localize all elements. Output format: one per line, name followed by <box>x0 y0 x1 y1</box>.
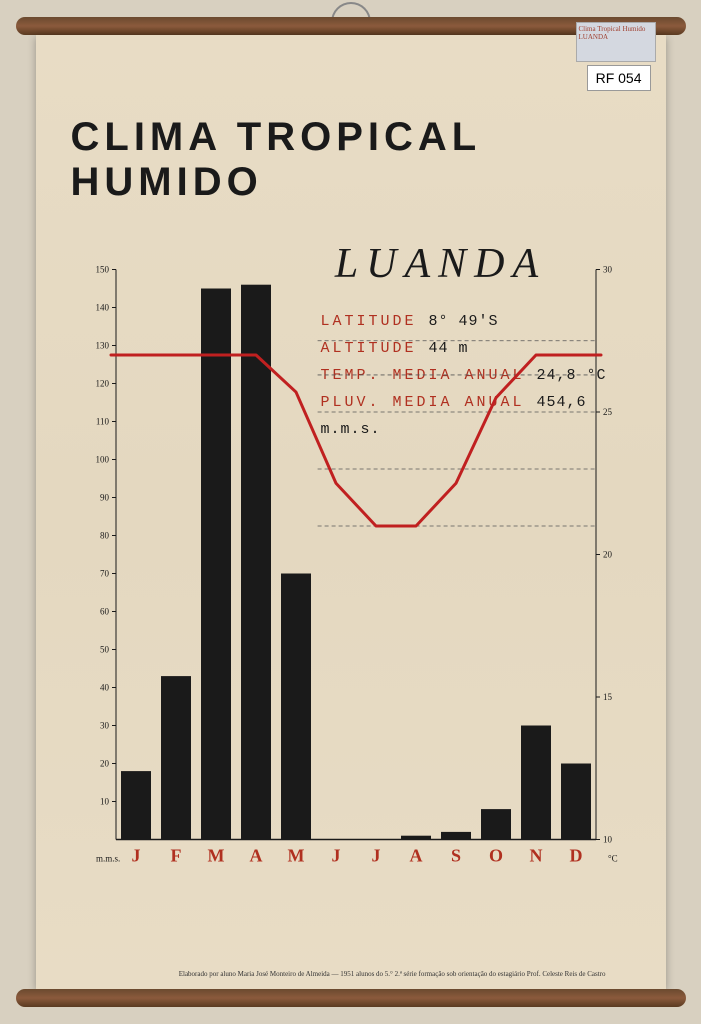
chart-area: 10 20 30 40 50 60 70 80 90 100 110 120 130 140 150 10 15… <box>86 230 626 909</box>
svg-text:J: J <box>371 846 380 866</box>
svg-text:°C: °C <box>608 854 618 864</box>
main-title: CLIMA TROPICAL HUMIDO <box>71 115 631 205</box>
svg-text:J: J <box>331 846 340 866</box>
svg-text:100: 100 <box>95 455 109 465</box>
svg-text:30: 30 <box>100 721 110 731</box>
svg-text:130: 130 <box>95 341 109 351</box>
svg-text:60: 60 <box>100 607 110 617</box>
svg-text:25: 25 <box>603 407 613 417</box>
svg-text:F: F <box>170 846 181 866</box>
svg-text:70: 70 <box>100 569 110 579</box>
svg-text:N: N <box>529 846 542 866</box>
svg-text:M: M <box>207 846 224 866</box>
svg-text:30: 30 <box>603 265 613 275</box>
corner-tag: Clima Tropical Humido LUANDA <box>576 22 656 62</box>
svg-text:50: 50 <box>100 645 110 655</box>
svg-text:20: 20 <box>603 550 613 560</box>
svg-text:J: J <box>131 846 140 866</box>
svg-text:D: D <box>569 846 582 866</box>
svg-text:M: M <box>287 846 304 866</box>
svg-text:150: 150 <box>95 265 109 275</box>
paper-sheet: CLIMA TROPICAL HUMIDO LUANDA LATITUDE 8°… <box>36 35 666 989</box>
svg-text:20: 20 <box>100 759 110 769</box>
svg-text:A: A <box>409 846 422 866</box>
svg-text:15: 15 <box>603 692 613 702</box>
svg-text:110: 110 <box>95 417 109 427</box>
svg-text:80: 80 <box>100 531 110 541</box>
svg-text:120: 120 <box>95 379 109 389</box>
svg-text:90: 90 <box>100 493 110 503</box>
reference-tag: RF 054 <box>587 65 651 91</box>
bottom-rod <box>16 989 686 1007</box>
svg-text:10: 10 <box>603 835 613 845</box>
svg-text:S: S <box>450 846 460 866</box>
svg-text:40: 40 <box>100 683 110 693</box>
svg-text:O: O <box>488 846 502 866</box>
credits-text: Elaborado por aluno Maria José Monteiro … <box>179 970 606 979</box>
scroll-poster: Clima Tropical Humido LUANDA RF 054 CLIM… <box>21 17 681 1007</box>
svg-text:140: 140 <box>95 303 109 313</box>
svg-text:A: A <box>249 846 262 866</box>
svg-text:m.m.s.: m.m.s. <box>96 854 120 864</box>
climate-chart: 10 20 30 40 50 60 70 80 90 100 110 120 130 140 150 10 15… <box>86 230 626 909</box>
svg-text:10: 10 <box>100 797 110 807</box>
